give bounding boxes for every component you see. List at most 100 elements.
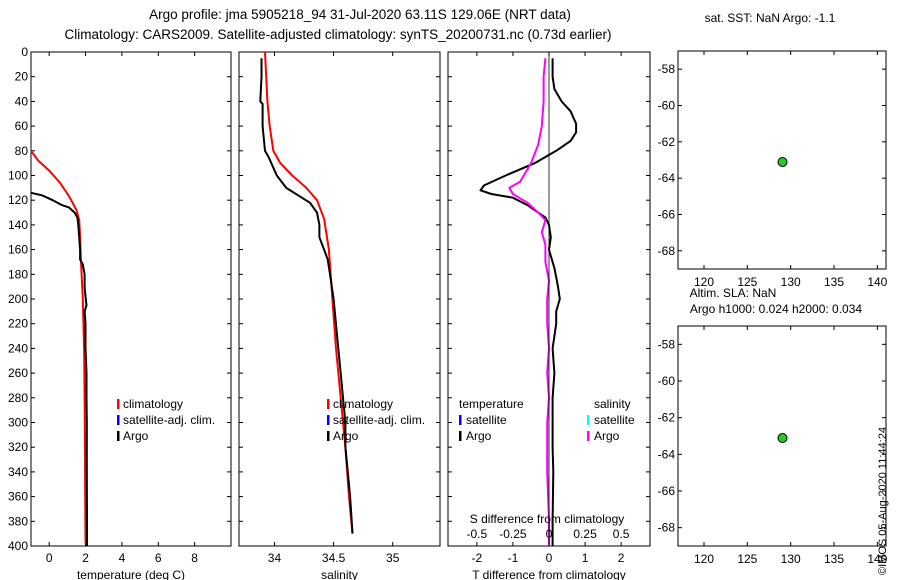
sla-map-latitude-tick-label: -60 — [658, 374, 676, 388]
depth-tick-label: 280 — [8, 391, 28, 405]
depth-tick-label: 120 — [8, 193, 28, 207]
legend-swatch — [117, 431, 120, 441]
depth-tick-label: 0 — [21, 45, 28, 59]
imos-stamp: ©IMOS 05-Aug-2020 11:44:24 — [877, 427, 889, 575]
difference-xtick-label: 2 — [618, 551, 625, 565]
difference-x2label: S difference from climatology — [470, 512, 625, 526]
depth-tick-label: 380 — [8, 514, 28, 528]
salinity-xtick-label: 34 — [268, 551, 282, 565]
sst-map-latitude-tick-label: -62 — [658, 135, 676, 149]
temperature-series-climatology — [30, 150, 87, 544]
depth-tick-label: 360 — [8, 490, 28, 504]
temperature-xtick-label: 4 — [119, 551, 126, 565]
sla-map-longitude-tick-label: 135 — [824, 552, 844, 566]
sst-map-latitude-tick-label: -58 — [658, 62, 676, 76]
difference-series-salinity-argo — [508, 58, 550, 546]
difference-x2tick-label: 0 — [546, 527, 553, 541]
depth-tick-label: 160 — [8, 243, 28, 257]
sst-map-longitude-tick-label: 130 — [781, 275, 801, 289]
temperature-xlabel: temperature (deg C) — [77, 568, 185, 580]
depth-tick-label: 260 — [8, 366, 28, 380]
temperature-xtick-label: 2 — [82, 551, 89, 565]
depth-tick-label: 20 — [15, 70, 29, 84]
difference-xtick-label: -2 — [472, 551, 483, 565]
sst-map-argo-location-marker — [777, 156, 788, 167]
legend-swatch — [587, 415, 590, 425]
difference-xtick-label: -1 — [508, 551, 519, 565]
sla-map-latitude-tick-label: -66 — [658, 484, 676, 498]
temperature-series-argo — [30, 191, 88, 546]
legend-label: Argo — [594, 429, 620, 443]
salinity-xtick-label: 34.5 — [322, 551, 346, 565]
depth-tick-label: 40 — [15, 94, 29, 108]
legend-label: climatology — [123, 397, 183, 411]
difference-xlabel: T difference from climatology — [472, 568, 626, 580]
sst-map-panel: -58 -60 -62 -64 -66 -68 120 125 130 135 140 — [658, 50, 888, 289]
legend-label: satellite-adj. clim. — [123, 413, 215, 427]
legend-label: Argo — [123, 429, 149, 443]
temperature-plot-frame — [30, 51, 232, 547]
salinity-xlabel: salinity — [321, 568, 358, 580]
sla-map-longitude-tick-label: 125 — [737, 552, 757, 566]
legend-swatch — [327, 431, 330, 441]
difference-x2tick-label: -0.25 — [499, 527, 527, 541]
sla-map-subtitle: Argo h1000: 0.024 h2000: 0.034 — [690, 302, 862, 316]
sla-map-title: Altim. SLA: NaN — [690, 286, 777, 300]
legend-swatch — [117, 415, 120, 425]
sst-map-latitude-tick-label: -60 — [658, 99, 676, 113]
legend-swatch — [459, 415, 462, 425]
legend-swatch — [327, 415, 330, 425]
sst-map-longitude-tick-label: 135 — [824, 275, 844, 289]
salinity-xtick-label: 35 — [386, 551, 400, 565]
sla-map-latitude-tick-label: -64 — [658, 447, 676, 461]
depth-tick-label: 140 — [8, 218, 28, 232]
sst-map-longitude-tick-label: 120 — [694, 275, 714, 289]
legend-title-salinity: salinity — [594, 397, 631, 411]
sla-map-longitude-tick-label: 130 — [781, 552, 801, 566]
sla-map-frame — [677, 325, 887, 547]
legend-swatch — [327, 399, 330, 409]
sla-map-latitude-tick-label: -68 — [658, 521, 676, 535]
depth-tick-label: 80 — [15, 144, 29, 158]
depth-tick-label: 60 — [15, 119, 29, 133]
difference-x2tick-label: 0.25 — [573, 527, 597, 541]
legend-title-temperature: temperature — [459, 397, 524, 411]
salinity-series-argo — [259, 58, 354, 534]
difference-xtick-label: 0 — [546, 551, 553, 565]
sla-map-longitude-tick-label: 140 — [867, 552, 887, 566]
sla-map-latitude-tick-label: -58 — [658, 337, 676, 351]
depth-tick-label: 220 — [8, 317, 28, 331]
legend-label: Argo — [466, 429, 492, 443]
sla-map-latitude-tick-label: -62 — [658, 411, 676, 425]
sst-map-longitude-tick-label: 125 — [737, 275, 757, 289]
difference-series-argo — [479, 58, 578, 546]
sst-map-longitude-tick-label: 140 — [867, 275, 887, 289]
legend-label: satellite — [466, 413, 507, 427]
salinity-series-climatology — [264, 51, 354, 534]
difference-xtick-label: 1 — [582, 551, 589, 565]
depth-tick-label: 200 — [8, 292, 28, 306]
depth-tick-label: 180 — [8, 267, 28, 281]
salinity-panel: 34 34.5 35 salinity climatology satellite-adj… — [238, 51, 441, 580]
sla-map-longitude-tick-label: 120 — [694, 552, 714, 566]
depth-tick-label: 400 — [8, 539, 28, 553]
sla-map-argo-location-marker — [777, 433, 788, 444]
legend-label: satellite-adj. clim. — [333, 413, 425, 427]
sst-map-latitude-tick-label: -66 — [658, 208, 676, 222]
sla-map-panel: -58 -60 -62 -64 -66 -68 120 125 130 135 140 — [658, 325, 888, 566]
sst-map-latitude-tick-label: -68 — [658, 244, 676, 258]
legend-swatch — [117, 399, 120, 409]
legend-label: climatology — [333, 397, 393, 411]
difference-x2tick-label: 0.5 — [613, 527, 630, 541]
legend-swatch — [587, 431, 590, 441]
header-line-1: Argo profile: jma 5905218_94 31-Jul-2020… — [149, 7, 571, 22]
temperature-xtick-label: 6 — [155, 551, 162, 565]
temperature-xtick-label: 0 — [46, 551, 53, 565]
depth-tick-label: 320 — [8, 440, 28, 454]
legend-label: Argo — [333, 429, 359, 443]
difference-x2tick-label: -0.5 — [467, 527, 488, 541]
sst-map-title: sat. SST: NaN Argo: -1.1 — [705, 11, 836, 25]
temperature-xtick-label: 8 — [191, 551, 198, 565]
legend-label: satellite — [594, 413, 635, 427]
